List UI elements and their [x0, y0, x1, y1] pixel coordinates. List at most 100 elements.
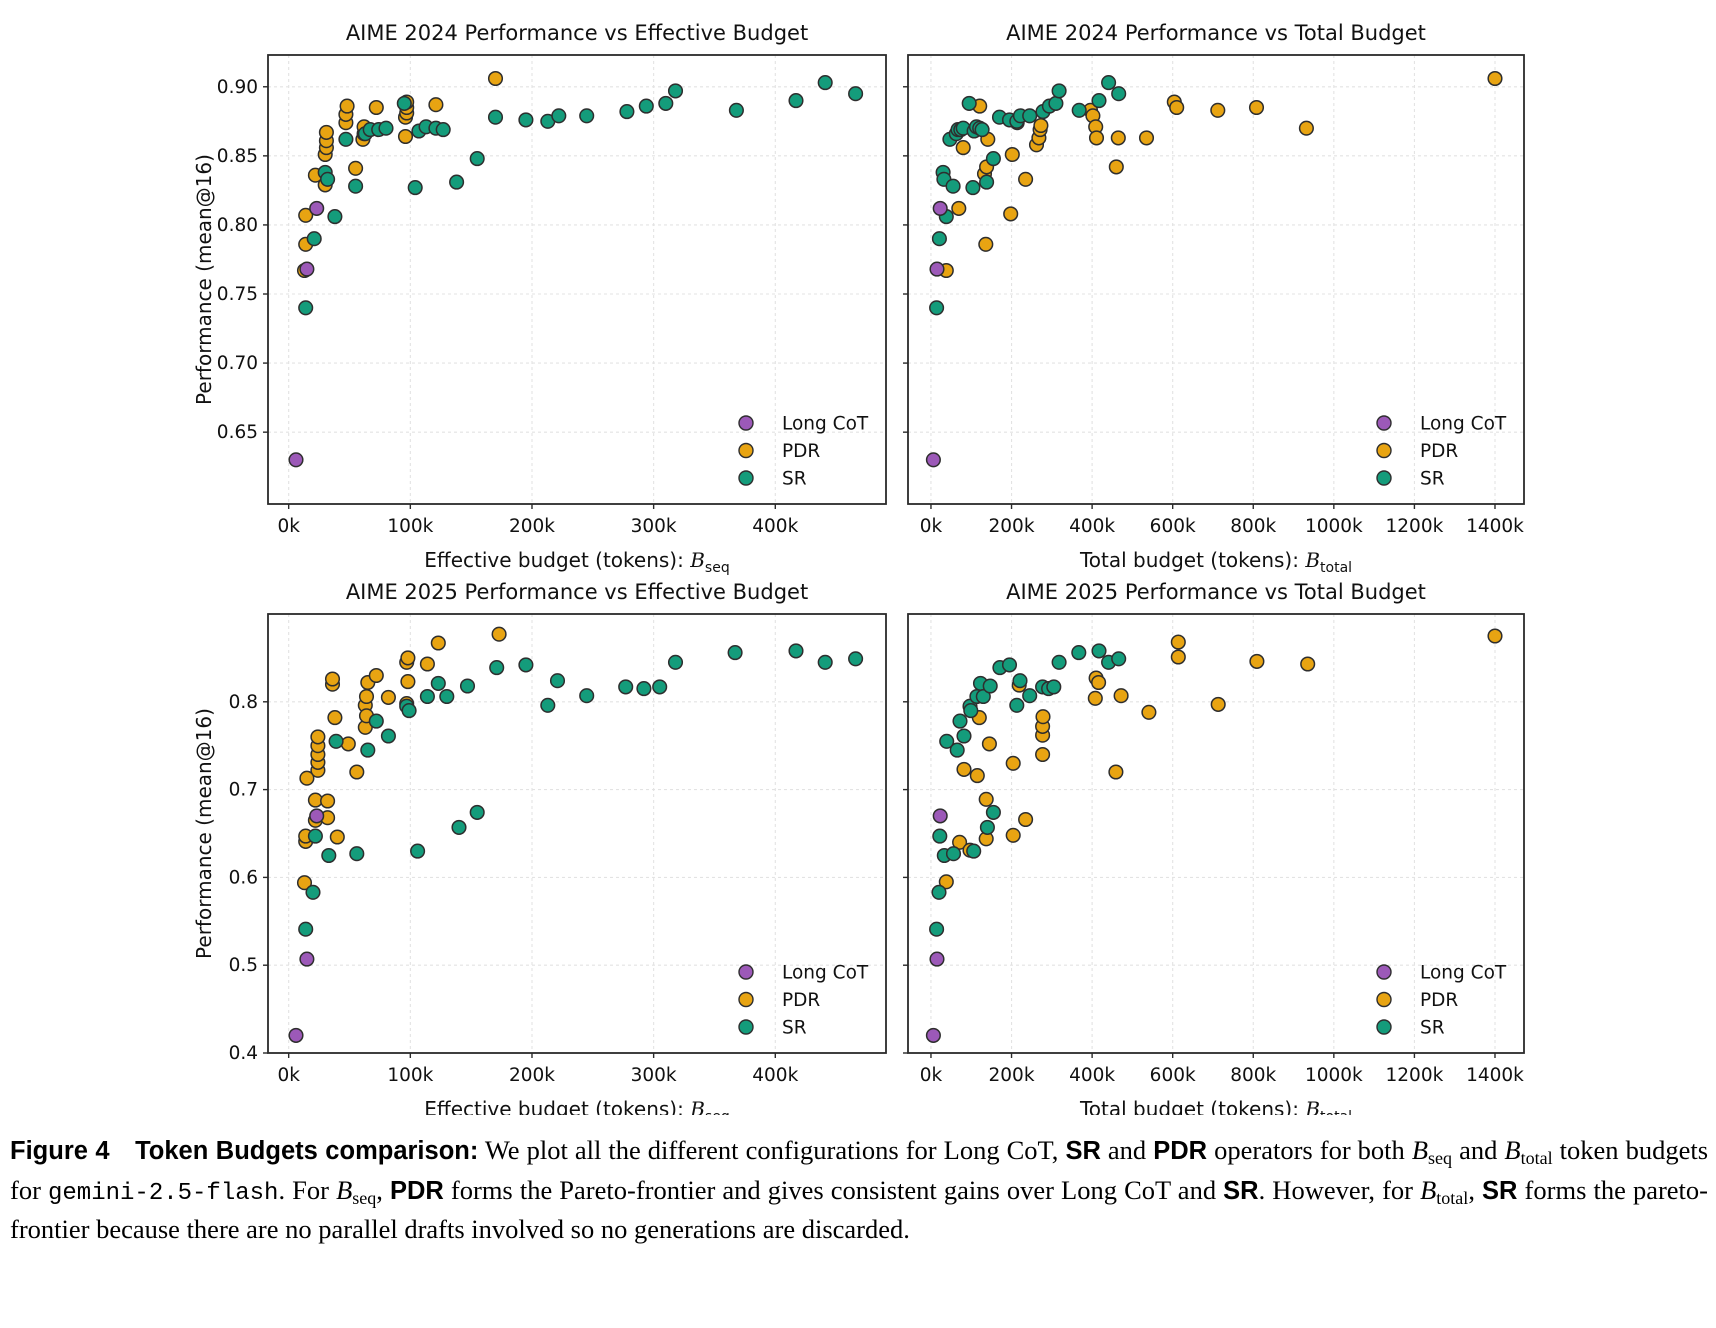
- data-point-sr: [579, 688, 595, 704]
- axes-ticks: 0k 100k 200k 300k 400k 0.4 0.5 0.6 0.7 0.8: [229, 692, 799, 1086]
- data-point-sr: [932, 828, 948, 844]
- x-axis-label: Effective budget (tokens): Bseq: [424, 548, 729, 576]
- data-point-pdr: [324, 671, 341, 687]
- data-point-pdr: [1248, 99, 1265, 116]
- data-point-pdr: [1210, 102, 1226, 118]
- caption-segment: ,: [1468, 1174, 1483, 1205]
- series-long_cot: [925, 200, 948, 468]
- data-point-pdr: [956, 761, 972, 777]
- data-point-long_cot: [932, 808, 948, 824]
- caption-segment: B: [336, 1174, 353, 1205]
- legend-label-long_cot: Long CoT: [782, 963, 869, 984]
- data-point-sr: [929, 300, 945, 316]
- data-point-sr: [469, 804, 485, 820]
- data-point-sr: [817, 654, 833, 670]
- data-point-pdr: [348, 160, 364, 176]
- x-tick-label: 200k: [989, 1065, 1035, 1086]
- data-point-sr: [449, 174, 465, 190]
- data-point-pdr: [491, 626, 507, 642]
- caption-segment: . For: [278, 1174, 337, 1205]
- y-tick-label: 0.8: [229, 692, 258, 713]
- x-tick-label: 1200k: [1386, 1065, 1444, 1086]
- series-sr: [298, 75, 864, 316]
- data-point-pdr: [1169, 99, 1185, 116]
- caption-segment: seq: [1428, 1148, 1453, 1169]
- data-point-sr: [1001, 657, 1018, 673]
- x-tick-label: 1000k: [1305, 516, 1363, 537]
- data-point-pdr: [1110, 130, 1126, 146]
- data-point-sr: [1071, 102, 1087, 118]
- data-point-long_cot: [299, 261, 315, 277]
- caption-segment: forms the Pareto-frontier and gives cons…: [443, 1174, 1224, 1205]
- data-point-pdr: [310, 729, 326, 745]
- data-point-pdr: [969, 768, 985, 784]
- data-point-pdr: [1108, 159, 1124, 175]
- x-axis-label: Total budget (tokens): Btotal: [1079, 548, 1352, 576]
- caption-segment: B: [1504, 1135, 1521, 1165]
- caption-segment: SR: [1223, 1176, 1259, 1205]
- data-point-sr: [1091, 93, 1107, 109]
- data-point-sr: [939, 733, 955, 749]
- data-point-pdr: [368, 99, 384, 116]
- plot-title: AIME 2025 Performance vs Effective Budge…: [346, 580, 808, 604]
- data-point-sr: [518, 657, 534, 673]
- x-tick-label: 1400k: [1466, 516, 1524, 537]
- data-point-sr: [407, 180, 423, 196]
- legend: Long CoT PDR SR: [738, 963, 869, 1039]
- data-point-sr: [1022, 108, 1038, 124]
- data-point-pdr: [978, 236, 994, 252]
- data-point-pdr: [1487, 70, 1503, 87]
- gridlines: [268, 614, 886, 1054]
- series-sr: [929, 643, 1127, 937]
- series-long_cot: [925, 808, 948, 1043]
- series-pdr: [938, 628, 1503, 890]
- data-point-sr: [817, 75, 833, 91]
- axes-ticks: 0k 200k 400k 600k 800k 1000k 1200k 1400k: [903, 86, 1524, 537]
- data-point-sr: [338, 131, 354, 147]
- data-point-sr: [518, 112, 534, 128]
- x-tick-label: 400k: [1069, 516, 1115, 537]
- data-point-pdr: [952, 834, 968, 850]
- data-point-pdr: [349, 764, 365, 780]
- data-point-pdr: [1091, 674, 1107, 691]
- caption-segment: B: [1420, 1174, 1437, 1205]
- caption-segment: PDR: [389, 1176, 444, 1205]
- data-point-pdr: [298, 207, 314, 223]
- data-point-pdr: [400, 650, 416, 666]
- y-tick-label: 0.7: [229, 780, 258, 801]
- data-point-sr: [327, 209, 343, 225]
- x-tick-label: 100k: [387, 1065, 433, 1086]
- caption-segment: ,: [376, 1174, 390, 1205]
- legend-label-long_cot: Long CoT: [782, 414, 869, 435]
- series-sr: [929, 75, 1127, 316]
- data-point-pdr: [368, 667, 384, 684]
- y-axis-label: Performance (mean@16): [192, 708, 216, 959]
- data-point-sr: [551, 108, 567, 124]
- data-point-sr: [419, 688, 435, 705]
- plot-title: AIME 2025 Performance vs Total Budget: [1006, 580, 1426, 604]
- data-point-pdr: [1170, 634, 1186, 650]
- y-tick-label: 0.90: [217, 77, 258, 98]
- data-point-sr: [307, 828, 323, 844]
- data-point-pdr: [1108, 764, 1124, 780]
- data-point-sr: [985, 151, 1001, 167]
- x-tick-label: 0k: [277, 516, 300, 537]
- data-point-sr: [1071, 645, 1087, 661]
- data-point-sr: [931, 231, 947, 247]
- data-point-sr: [439, 688, 455, 705]
- axes-ticks: 0k 200k 400k 600k 800k 1000k 1200k 1400k: [903, 701, 1524, 1086]
- caption-segment: gemini-2.5-flash: [48, 1179, 279, 1207]
- data-point-sr: [956, 728, 972, 744]
- x-tick-label: 600k: [1150, 516, 1196, 537]
- legend-marker-long_cot: [1376, 964, 1392, 980]
- x-tick-label: 1000k: [1305, 1065, 1363, 1086]
- data-point-sr: [360, 742, 376, 758]
- data-point-sr: [965, 180, 981, 196]
- data-point-long_cot: [288, 452, 304, 468]
- data-point-pdr: [981, 736, 997, 752]
- data-point-sr: [652, 679, 668, 695]
- data-point-sr: [378, 120, 394, 136]
- x-tick-label: 200k: [989, 516, 1035, 537]
- data-point-long_cot: [929, 261, 945, 277]
- caption-segment: forms the pareto-frontier because there …: [10, 1174, 1708, 1245]
